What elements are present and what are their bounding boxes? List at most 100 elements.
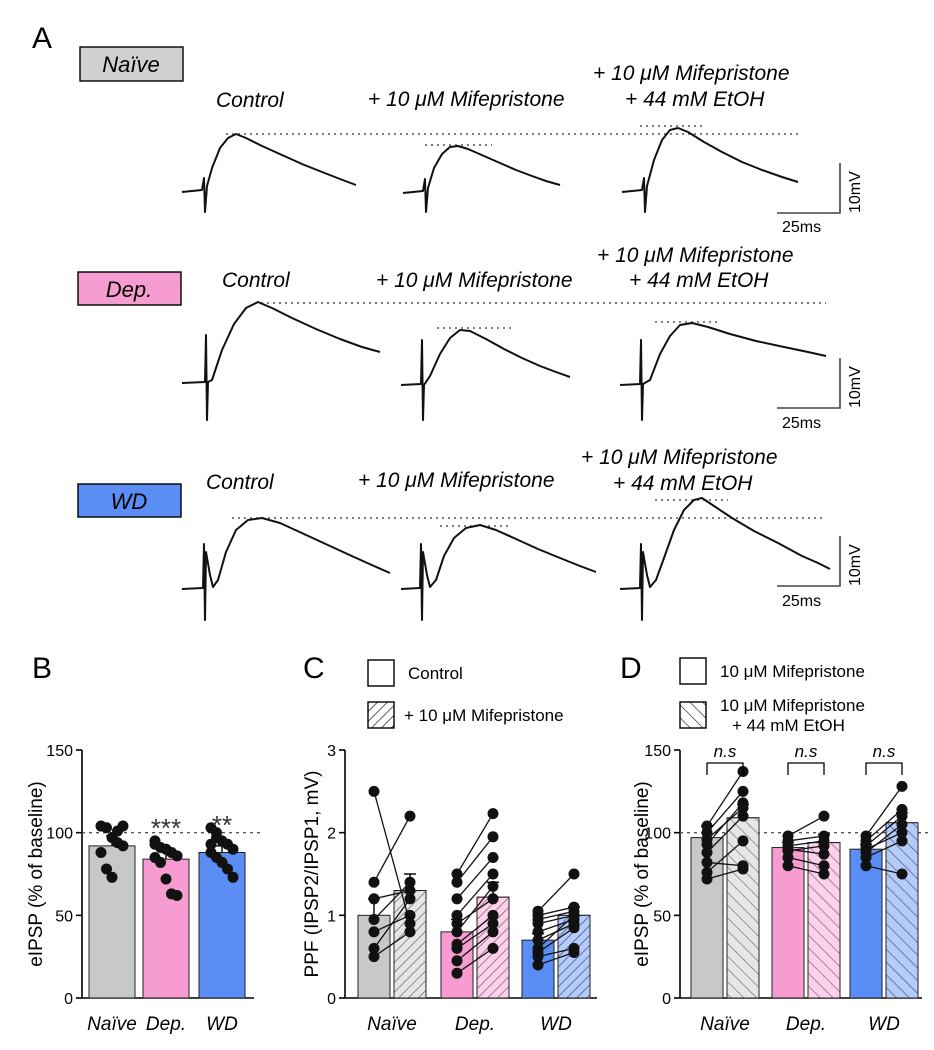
data-point-b [155,856,166,868]
data-point-C [487,893,499,905]
pair-line-C [373,931,411,958]
row3-label-control: Control [206,471,275,494]
pair-line-D [787,835,825,842]
y-tick-label-B: 100 [46,826,73,843]
x-category-b: Dep. [146,1014,186,1035]
pair-line-C [537,947,575,958]
data-point-C [404,810,416,822]
legend-d-mife-label: 10 μM Mifepristone [720,662,865,681]
data-point-b [205,838,217,850]
x-category-D: Naïve [700,1014,750,1035]
scale-bar-row2 [777,358,841,409]
significance-D: n.s [714,742,737,761]
data-point-C [568,922,580,934]
scale-bar-row3 [777,536,841,587]
scale-voltage-row2: 10mV [847,366,864,408]
data-point-C [487,918,499,930]
data-point-D [896,818,908,830]
data-point-C [404,876,416,888]
pair-line-C [456,923,494,949]
data-point-b [171,850,183,862]
pair-line-D [706,802,744,845]
data-point-D [701,847,713,859]
row1-label-mife: + 10 μM Mifepristone [368,88,565,111]
legend-c-mife-label: + 10 μM Mifepristone [404,706,564,725]
data-point-b [149,838,161,850]
significance-bracket-D [787,762,825,775]
row2-label-mife-etoh-1: + 10 μM Mifepristone [597,244,794,267]
pair-line-C [537,914,575,949]
trace-naive-etoh [621,127,799,213]
data-point-C [487,880,499,892]
pair-line-C [537,927,575,954]
data-point-C [532,934,544,946]
data-point-D [701,856,713,868]
legend-c-mife-swatch [367,701,395,729]
data-point-b [171,889,183,901]
data-point-C [487,808,499,820]
pair-line-C [537,873,575,912]
data-point-C [404,893,416,905]
bar-D-series1 [771,847,805,999]
pair-line-D [706,771,744,827]
pair-line-C [456,873,494,916]
row3-label-mife: + 10 μM Mifepristone [358,469,555,492]
significance-D: n.s [795,742,818,761]
data-point-b [160,873,172,885]
y-axis-title-B: eIPSP (% of baseline) [26,781,47,967]
data-point-C [404,885,416,897]
pair-line-D [865,815,903,847]
data-point-D [818,868,830,880]
scale-time-row1: 25ms [782,219,821,236]
trace-naive-mife [402,145,561,213]
pair-line-C [456,947,494,974]
pair-line-C [456,931,494,962]
pair-line-D [865,832,903,850]
significance-bracket-D [706,762,744,775]
trace-wd-control [181,517,391,621]
data-point-D [701,873,713,885]
data-point-C [451,893,463,905]
data-point-D [818,810,830,822]
data-point-C [368,876,380,888]
bar-b-Naïve [88,845,136,999]
data-point-b [227,871,239,883]
pair-line-C [373,815,411,883]
data-point-C [451,909,463,921]
significance-b: *** [151,813,181,843]
data-point-b [95,847,107,859]
row2-label-mife: + 10 μM Mifepristone [376,269,573,292]
y-axis-title-C: PPF (IPSP2/IPSP1, mV) [302,771,323,978]
data-point-D [896,835,908,847]
row1-label-mife-etoh-2: + 44 mM EtOH [625,88,765,111]
pair-line-C [456,914,494,945]
pair-line-C [373,898,411,949]
row1-label-control: Control [216,89,285,112]
data-point-C [451,967,463,979]
y-axis-title-D: eIPSP (% of baseline) [632,781,653,967]
data-point-D [896,780,908,792]
bar-b-WD [198,852,246,999]
data-point-C [368,951,380,963]
row3-label-mife-etoh-2: + 44 mM EtOH [613,472,753,495]
data-point-D [737,797,749,809]
data-point-D [818,860,830,872]
pair-line-C [537,951,575,966]
row2-label-control: Control [222,269,291,292]
pair-line-C [373,791,411,924]
pair-line-C [537,914,575,925]
x-category-C: Naïve [367,1014,417,1035]
data-point-C [532,959,544,971]
data-point-C [487,831,499,843]
legend-d-etoh-swatch [679,701,707,729]
pair-line-D [706,815,744,853]
y-tick-label-C: 3 [327,743,336,760]
data-point-b [101,822,112,834]
data-point-b [211,827,222,839]
legend-d-etoh-label-1: 10 μM Mifepristone [720,696,865,715]
panel-letter-d: D [620,652,642,685]
x-category-C: Dep. [455,1014,495,1035]
scale-voltage-row3: 10mV [847,544,864,586]
data-point-C [368,926,380,938]
panel-letter-a: A [32,22,52,55]
